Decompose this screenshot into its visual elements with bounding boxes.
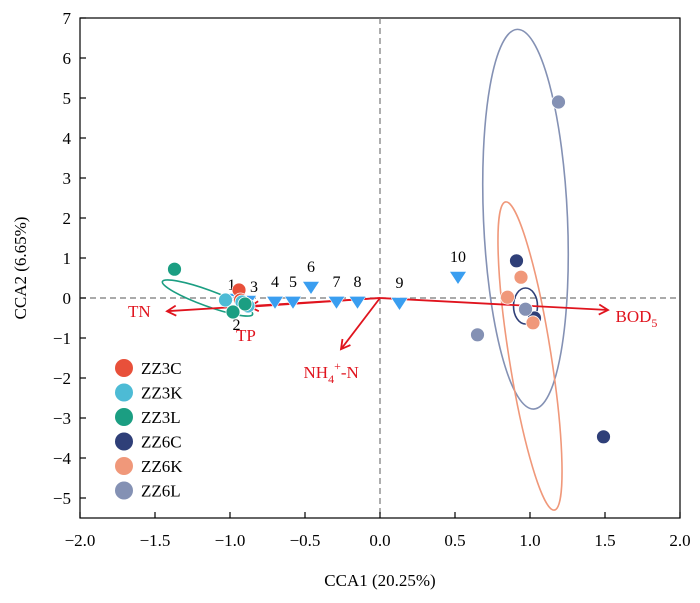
point-zz3l [225, 304, 241, 320]
y-tick-label: 7 [63, 9, 72, 28]
y-tick-label: 0 [63, 289, 72, 308]
site-marker [301, 281, 321, 296]
x-tick-label: 1.0 [519, 531, 540, 550]
y-tick-label: 1 [63, 249, 72, 268]
site-label: 8 [354, 274, 362, 291]
x-tick-label: −0.5 [290, 531, 321, 550]
y-tick-label: −2 [53, 369, 71, 388]
sample-points [167, 94, 611, 445]
legend-label: ZZ6K [141, 457, 183, 476]
legend-label: ZZ3K [141, 384, 183, 403]
vector-label-bod5: BOD5 [616, 307, 658, 330]
legend-marker [115, 383, 133, 402]
legend-marker [115, 481, 133, 500]
y-tick-label: 6 [63, 49, 72, 68]
vector-label-nh4n: NH4+-N [304, 359, 359, 386]
y-tick-label: −5 [53, 489, 71, 508]
site-label: 4 [271, 274, 279, 291]
y-tick-label: −4 [53, 449, 72, 468]
point-zz6k [525, 315, 541, 331]
site-marker [448, 271, 468, 286]
x-axis-title: CCA1 (20.25%) [324, 571, 435, 590]
site-label: 6 [307, 259, 315, 276]
site-label: 7 [333, 274, 341, 291]
legend-marker [115, 359, 133, 377]
site-label: 5 [289, 274, 297, 291]
sampling-sites: 1 2 3 4 56 7 8 9 10 [228, 249, 468, 334]
x-tick-label: 1.5 [594, 531, 615, 550]
legend-label: ZZ6C [141, 433, 182, 452]
site-marker [283, 295, 303, 310]
legend-marker [115, 432, 133, 451]
site-label: 9 [396, 275, 404, 292]
ellipse-zz6l [481, 28, 570, 410]
point-zz6c [509, 253, 524, 269]
x-tick-label: 0.5 [444, 531, 465, 550]
legend-marker [115, 457, 133, 475]
point-zz6l [551, 94, 566, 110]
x-tick-label: −2.0 [65, 531, 96, 550]
point-zz6l [470, 327, 485, 343]
legend-label: ZZ3C [141, 359, 182, 378]
vector-label-tn: TN [128, 302, 151, 321]
y-tick-label: 4 [63, 129, 72, 148]
ellipse-zz6k [497, 201, 563, 511]
confidence-ellipses [161, 28, 570, 511]
axes: −2.0 −1.5 −1.0 −0.5 0.0 0.5 1.0 1.5 2.076543210−… [53, 9, 691, 550]
site-label: 10 [450, 249, 466, 266]
point-zz6l [518, 301, 533, 317]
y-tick-label: −3 [53, 409, 71, 428]
y-tick-label: 3 [63, 169, 72, 188]
vector-label-tp: TP [236, 326, 256, 345]
x-tick-label: 0.0 [369, 531, 390, 550]
x-tick-label: −1.5 [140, 531, 171, 550]
point-zz3l [237, 296, 253, 312]
point-zz6c [596, 429, 611, 445]
point-zz3k [218, 292, 233, 308]
point-zz6k [500, 289, 515, 305]
environment-vectors: TN TP NH4+-N BOD5 [128, 297, 658, 386]
legend-marker [115, 408, 133, 426]
legend-label: ZZ6L [141, 482, 181, 501]
site-label: 3 [250, 279, 258, 296]
site-marker [390, 297, 409, 312]
x-tick-label: 2.0 [669, 531, 690, 550]
site-marker [348, 295, 367, 310]
site-marker [327, 295, 346, 310]
x-tick-label: −1.0 [215, 531, 246, 550]
y-axis-title: CCA2 (6.65%) [11, 217, 30, 320]
legend-label: ZZ3L [141, 408, 181, 427]
point-zz6k [513, 269, 529, 285]
point-zz3l [167, 261, 182, 277]
vector-bod5 [379, 297, 610, 316]
site-label: 1 [228, 277, 236, 294]
y-tick-label: 2 [63, 209, 72, 228]
site-label: 2 [233, 317, 241, 334]
ellipse-zz3l [161, 279, 254, 317]
y-tick-label: −1 [53, 329, 71, 348]
vector-nh4n [339, 297, 381, 351]
y-tick-label: 5 [63, 89, 72, 108]
site-marker [265, 295, 285, 310]
legend: ZZ3C ZZ3K ZZ3L ZZ6C ZZ6K ZZ6L [115, 359, 183, 501]
